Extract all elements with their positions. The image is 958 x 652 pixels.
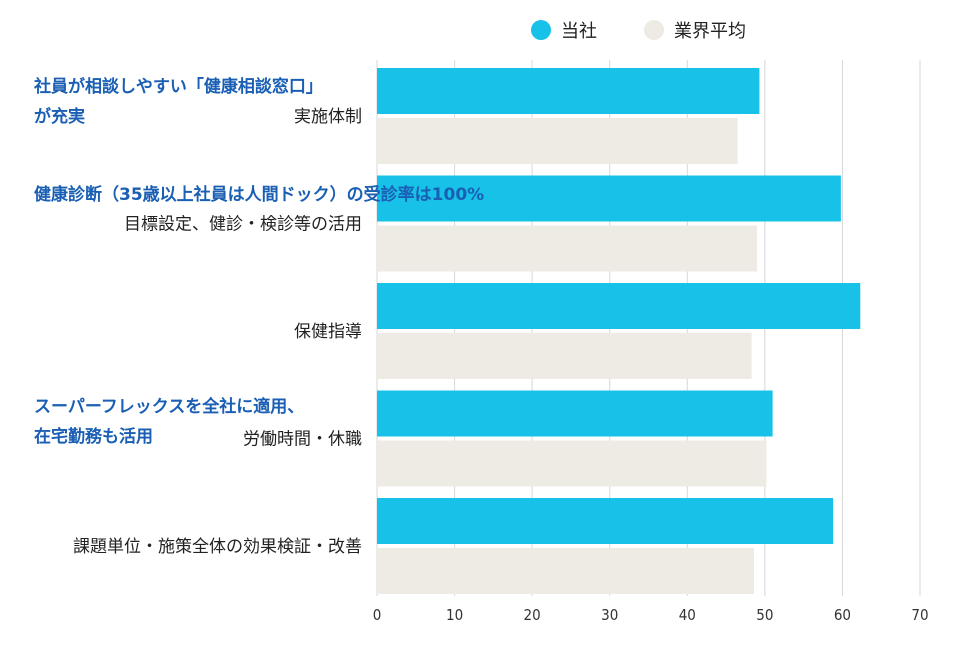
annotation-text: 健康診断（35歳以上社員は人間ドック）の受診率は100% [34,184,484,205]
category-label: 目標設定、健診・検診等の活用 [124,215,362,235]
legend-label: 当社 [561,21,597,42]
x-tick-label: 70 [911,606,928,624]
category-label: 労働時間・休職 [243,430,362,450]
bar-industry-average [377,440,767,487]
bar-company [377,68,760,114]
bars-layer [377,68,861,594]
bar-industry-average [377,225,758,272]
annotation-text: が充実 [34,106,85,127]
legend: 当社 業界平均 [531,20,746,42]
category-label: 保健指導 [294,322,362,342]
x-tick-label: 30 [601,606,618,624]
bar-company [377,498,834,544]
annotation-text: スーパーフレックスを全社に適用、 [34,396,304,417]
legend-label: 業界平均 [674,21,746,42]
bar-industry-average [377,333,752,379]
annotation-text: 社員が相談しやすい「健康相談窓口」 [33,76,323,97]
legend-swatch [531,20,551,40]
bar-company [377,390,773,437]
x-tick-label: 60 [834,606,851,624]
legend-swatch [644,20,664,40]
x-axis-ticks: 0 10 20 30 40 50 60 70 [373,606,929,624]
x-tick-label: 10 [446,606,463,624]
category-label: 実施体制 [294,107,362,127]
bar-company [377,175,841,222]
category-label: 課題単位・施策全体の効果検証・改善 [73,537,362,557]
annotations: 社員が相談しやすい「健康相談窓口」が充実健康診断（35歳以上社員は人間ドック）の… [33,76,484,447]
x-tick-label: 40 [679,606,696,624]
bar-industry-average [377,118,738,164]
annotation-text: 在宅勤務も活用 [34,426,153,447]
x-tick-label: 50 [756,606,773,624]
bar-company [377,283,861,329]
x-tick-label: 0 [373,606,382,624]
x-tick-label: 20 [524,606,541,624]
bar-industry-average [377,548,754,594]
category-labels: 実施体制目標設定、健診・検診等の活用保健指導労働時間・休職課題単位・施策全体の効… [73,107,362,557]
